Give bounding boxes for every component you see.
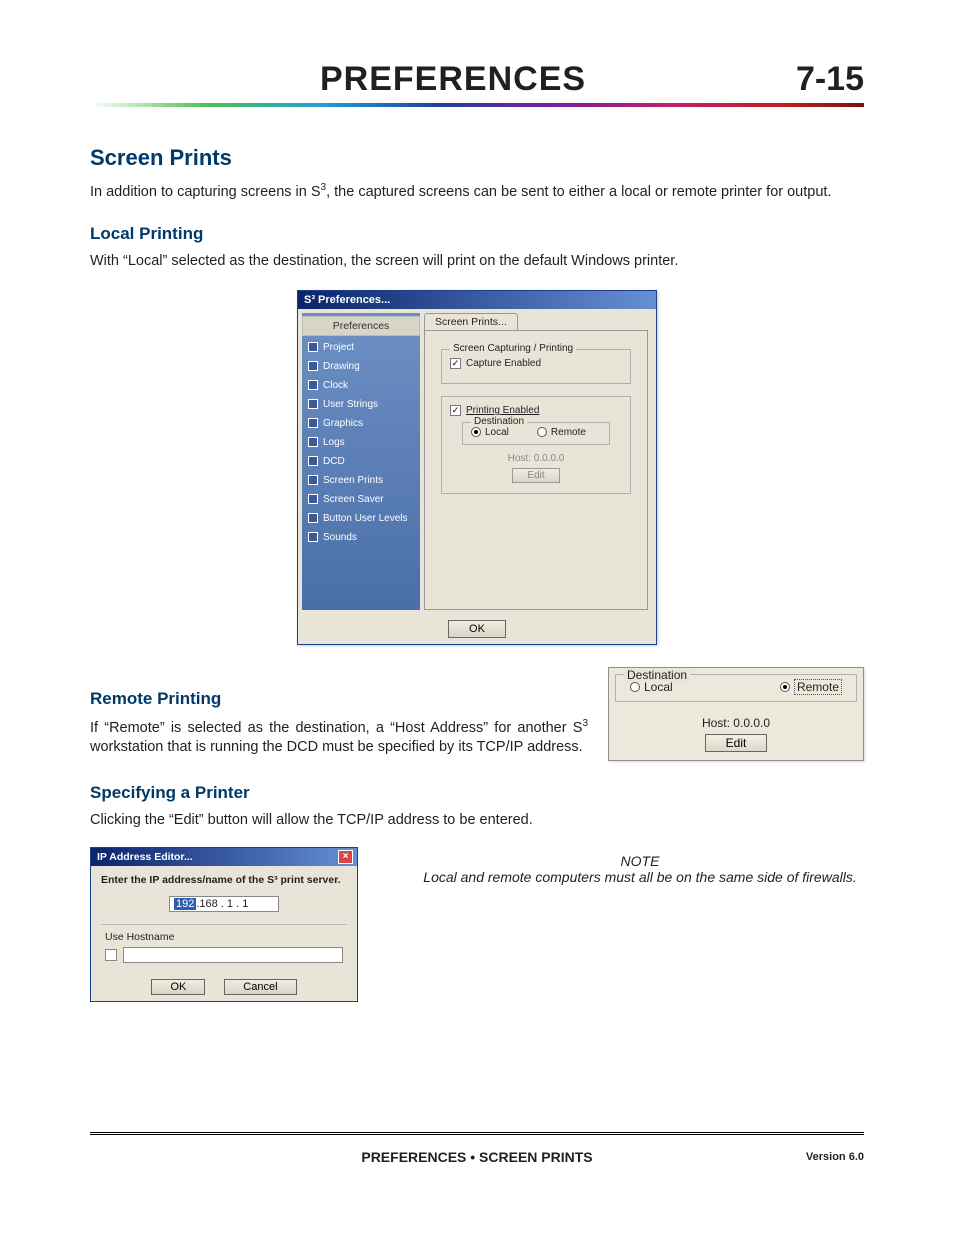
destination-legend: Destination bbox=[471, 416, 527, 427]
sidebar-item-user-strings[interactable]: User Strings bbox=[302, 395, 420, 414]
printing-enabled-label: Printing Enabled bbox=[466, 405, 539, 416]
folder-icon bbox=[308, 418, 318, 428]
folder-icon bbox=[308, 532, 318, 542]
local-printing-text: With “Local” selected as the destination… bbox=[90, 252, 864, 272]
use-hostname-checkbox[interactable] bbox=[105, 949, 117, 961]
capture-enabled-checkbox[interactable]: ✓ bbox=[450, 358, 461, 369]
close-icon[interactable]: × bbox=[338, 850, 353, 864]
host-label: Host: 0.0.0.0 bbox=[450, 453, 622, 464]
page-title: PREFERENCES bbox=[320, 60, 586, 99]
capture-enabled-label: Capture Enabled bbox=[466, 358, 541, 369]
footer-center: PREFERENCES • SCREEN PRINTS bbox=[90, 1149, 864, 1165]
folder-icon bbox=[308, 342, 318, 352]
folder-icon bbox=[308, 456, 318, 466]
sidebar-item-sounds[interactable]: Sounds bbox=[302, 528, 420, 547]
page-number: 7-15 bbox=[796, 60, 864, 99]
section-title-remote-printing: Remote Printing bbox=[90, 689, 588, 709]
remote-label: Remote bbox=[794, 679, 842, 695]
sidebar-item-clock[interactable]: Clock bbox=[302, 376, 420, 395]
edit-button[interactable]: Edit bbox=[705, 734, 768, 752]
ip-address-input[interactable]: 192.168 . 1 . 1 bbox=[169, 896, 279, 912]
folder-icon bbox=[308, 494, 318, 504]
host-label: Host: 0.0.0.0 bbox=[615, 716, 857, 730]
preferences-titlebar: S³ Preferences... bbox=[298, 291, 656, 309]
sidebar-item-screen-prints[interactable]: Screen Prints bbox=[302, 471, 420, 490]
sidebar-item-graphics[interactable]: Graphics bbox=[302, 414, 420, 433]
ok-button[interactable]: OK bbox=[448, 620, 506, 638]
group-printing: ✓ Printing Enabled Destination Local bbox=[441, 396, 631, 494]
folder-icon bbox=[308, 380, 318, 390]
ip-prompt: Enter the IP address/name of the S³ prin… bbox=[101, 874, 347, 886]
note-block: NOTE Local and remote computers must all… bbox=[416, 847, 864, 885]
screen-prints-intro: In addition to capturing screens in S3, … bbox=[90, 181, 864, 202]
section-title-local-printing: Local Printing bbox=[90, 224, 864, 244]
note-text: Local and remote computers must all be o… bbox=[416, 869, 864, 885]
destination-legend: Destination bbox=[624, 668, 690, 682]
preferences-sidebar: Preferences Project Drawing Clock User S… bbox=[302, 313, 420, 610]
remote-destination-window: Destination Local Remote Host: 0.0.0.0 E… bbox=[608, 667, 864, 761]
header-rule bbox=[90, 103, 864, 107]
specifying-printer-text: Clicking the “Edit” button will allow th… bbox=[90, 811, 864, 831]
folder-icon bbox=[308, 475, 318, 485]
radio-remote[interactable] bbox=[780, 682, 790, 692]
sidebar-item-project[interactable]: Project bbox=[302, 338, 420, 357]
sidebar-item-logs[interactable]: Logs bbox=[302, 433, 420, 452]
section-title-screen-prints: Screen Prints bbox=[90, 145, 864, 171]
folder-icon bbox=[308, 361, 318, 371]
radio-remote[interactable] bbox=[537, 427, 547, 437]
sidebar-item-dcd[interactable]: DCD bbox=[302, 452, 420, 471]
hostname-input[interactable] bbox=[123, 947, 343, 963]
remote-printing-text: If “Remote” is selected as the destinati… bbox=[90, 717, 588, 758]
sidebar-item-drawing[interactable]: Drawing bbox=[302, 357, 420, 376]
sidebar-item-screen-saver[interactable]: Screen Saver bbox=[302, 490, 420, 509]
cancel-button[interactable]: Cancel bbox=[224, 979, 296, 995]
ip-editor-title: IP Address Editor... bbox=[97, 851, 193, 863]
folder-icon bbox=[308, 437, 318, 447]
use-hostname-label: Use Hostname bbox=[105, 931, 343, 943]
group-legend: Screen Capturing / Printing bbox=[450, 343, 576, 354]
destination-group: Destination Local Remote bbox=[462, 422, 610, 445]
local-label: Local bbox=[644, 680, 673, 694]
ok-button[interactable]: OK bbox=[151, 979, 205, 995]
radio-local[interactable] bbox=[471, 427, 481, 437]
edit-button[interactable]: Edit bbox=[512, 468, 559, 483]
sidebar-header: Preferences bbox=[302, 316, 420, 336]
printing-enabled-checkbox[interactable]: ✓ bbox=[450, 405, 461, 416]
remote-label: Remote bbox=[551, 427, 586, 438]
sidebar-item-button-user-levels[interactable]: Button User Levels bbox=[302, 509, 420, 528]
preferences-window: S³ Preferences... Preferences Project Dr… bbox=[297, 290, 657, 645]
section-title-specifying-printer: Specifying a Printer bbox=[90, 783, 864, 803]
note-title: NOTE bbox=[416, 853, 864, 869]
folder-icon bbox=[308, 513, 318, 523]
footer-rule bbox=[90, 1132, 864, 1135]
local-label: Local bbox=[485, 427, 509, 438]
folder-icon bbox=[308, 399, 318, 409]
group-capture-print: Screen Capturing / Printing ✓ Capture En… bbox=[441, 349, 631, 384]
tab-screen-prints[interactable]: Screen Prints... bbox=[424, 313, 518, 330]
ip-editor-window: IP Address Editor... × Enter the IP addr… bbox=[90, 847, 358, 1002]
radio-local[interactable] bbox=[630, 682, 640, 692]
